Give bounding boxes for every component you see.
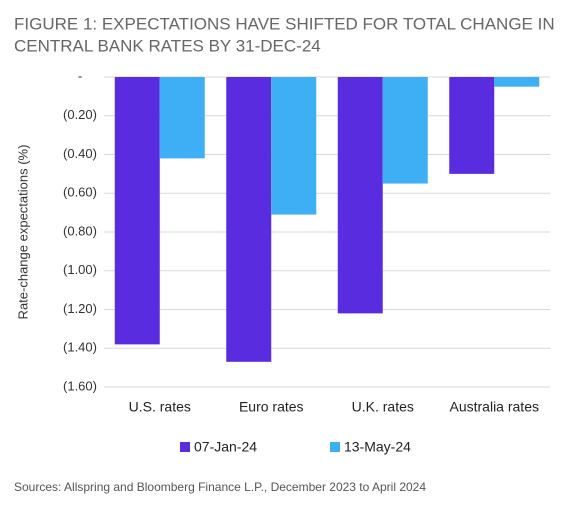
y-axis-label: Rate-change expectations (%) bbox=[15, 145, 30, 320]
y-tick-label: (1.20) bbox=[63, 301, 97, 316]
legend-label: 13-May-24 bbox=[344, 439, 411, 455]
bar bbox=[226, 77, 272, 362]
y-tick-label: (0.40) bbox=[63, 146, 97, 161]
y-tick-label: (1.00) bbox=[63, 262, 97, 277]
x-tick-label: Australia rates bbox=[450, 399, 539, 415]
y-tick-label: - bbox=[78, 68, 82, 83]
x-tick-label: U.S. rates bbox=[129, 399, 191, 415]
chart-title: CENTRAL BANK RATES BY 31-DEC-24 bbox=[14, 36, 321, 55]
x-tick-label: Euro rates bbox=[239, 399, 304, 415]
bar bbox=[271, 77, 317, 215]
bar bbox=[382, 77, 428, 184]
y-tick-label: (1.60) bbox=[63, 378, 97, 393]
legend-swatch bbox=[180, 442, 190, 452]
source-note: Sources: Allspring and Bloomberg Finance… bbox=[14, 480, 426, 494]
bar bbox=[494, 77, 540, 87]
legend-swatch bbox=[330, 442, 340, 452]
x-tick-label: U.K. rates bbox=[352, 399, 414, 415]
y-tick-label: (0.80) bbox=[63, 223, 97, 238]
legend-label: 07-Jan-24 bbox=[194, 439, 257, 455]
y-tick-label: (0.20) bbox=[63, 107, 97, 122]
y-tick-label: (1.40) bbox=[63, 340, 97, 355]
bar bbox=[114, 77, 160, 345]
bar bbox=[337, 77, 383, 314]
bar bbox=[159, 77, 205, 159]
y-tick-label: (0.60) bbox=[63, 185, 97, 200]
bar bbox=[449, 77, 495, 174]
chart-title: FIGURE 1: EXPECTATIONS HAVE SHIFTED FOR … bbox=[14, 14, 555, 33]
